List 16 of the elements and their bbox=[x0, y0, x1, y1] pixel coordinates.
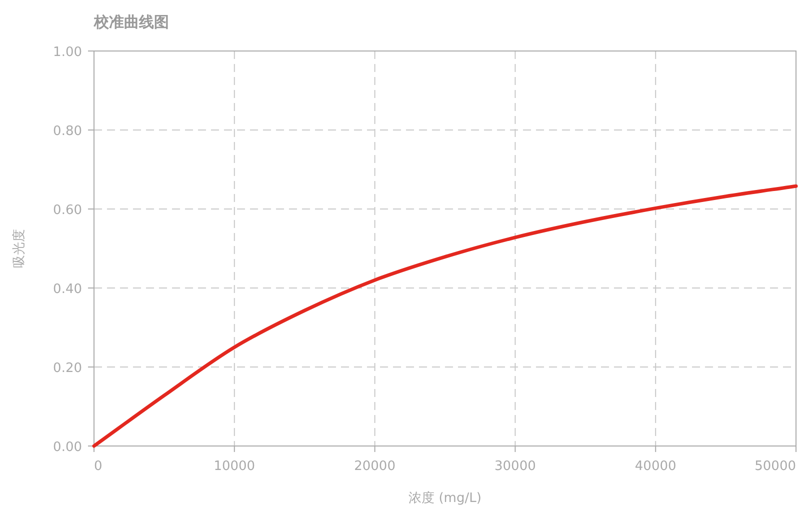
y-tick-label: 0.20 bbox=[53, 361, 82, 376]
x-tick-label: 30000 bbox=[494, 459, 536, 474]
y-axis-title: 吸光度 bbox=[11, 229, 27, 268]
y-tick-label: 0.60 bbox=[53, 203, 82, 218]
y-tick-label: 0.00 bbox=[53, 440, 82, 455]
x-tick-label: 40000 bbox=[634, 459, 676, 474]
x-tick-label: 0 bbox=[94, 459, 102, 474]
y-tick-label: 0.40 bbox=[53, 282, 82, 297]
chart-title: 校准曲线图 bbox=[93, 13, 169, 31]
x-tick-label: 50000 bbox=[754, 459, 796, 474]
x-tick-label: 20000 bbox=[354, 459, 396, 474]
y-tick-label: 0.80 bbox=[53, 124, 82, 139]
y-tick-label: 1.00 bbox=[53, 45, 82, 60]
line-series bbox=[92, 184, 798, 448]
x-tick-label: 10000 bbox=[214, 459, 256, 474]
x-axis-title: 浓度 (mg/L) bbox=[408, 490, 482, 506]
